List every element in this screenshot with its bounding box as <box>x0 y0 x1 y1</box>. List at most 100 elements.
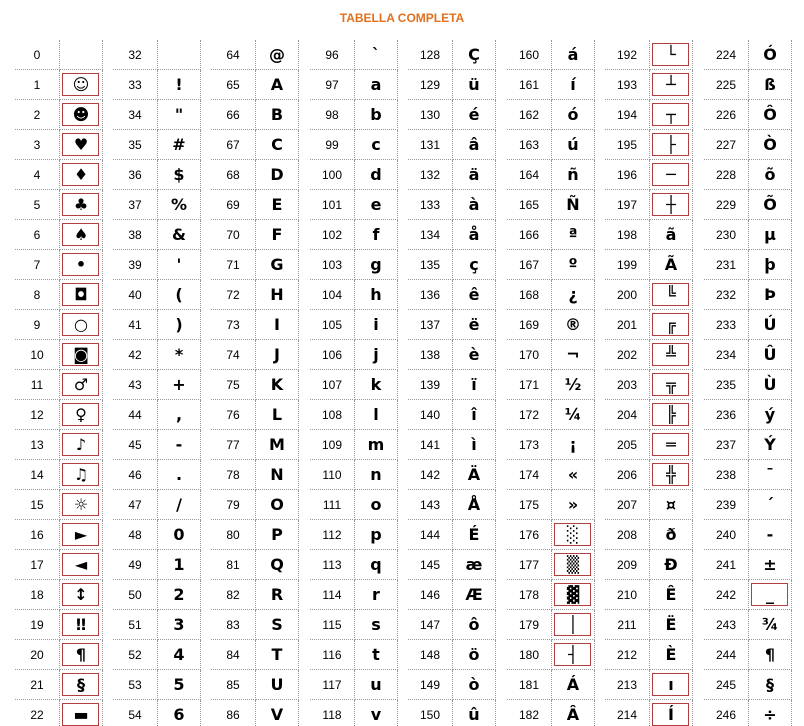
char-cell: _ <box>749 580 792 610</box>
char: M <box>269 435 285 454</box>
code-cell: 210 <box>605 580 650 610</box>
char-cell: ▓ <box>552 580 595 610</box>
code-cell: 169 <box>507 310 552 340</box>
char: ¶ <box>75 645 87 664</box>
char-box <box>62 403 99 426</box>
code-cell: 7 <box>15 250 60 280</box>
char: « <box>567 465 579 484</box>
char-cell: u <box>355 670 398 700</box>
char-box <box>62 613 99 636</box>
char: n <box>370 465 382 484</box>
code-cell: 194 <box>605 100 650 130</box>
code-cell: 47 <box>113 490 158 520</box>
char-cell: ► <box>60 520 103 550</box>
char-cell: ╦ <box>650 370 693 400</box>
char-cell: 2 <box>158 580 201 610</box>
char: ♫ <box>73 465 89 484</box>
char: S <box>271 615 283 634</box>
char-cell <box>158 40 201 70</box>
code-cell: 144 <box>408 520 453 550</box>
char-cell: 3 <box>158 610 201 640</box>
code-cell: 214 <box>605 700 650 726</box>
code-cell: 70 <box>211 220 256 250</box>
char-cell: ç <box>453 250 496 280</box>
char: $ <box>173 165 185 184</box>
char: c <box>371 135 381 154</box>
char-cell: ä <box>453 160 496 190</box>
char: p <box>370 525 382 544</box>
char-cell: . <box>158 460 201 490</box>
char: ○ <box>74 315 88 334</box>
char-cell: Ê <box>650 580 693 610</box>
char: Å <box>467 495 481 514</box>
char-cell: ô <box>453 610 496 640</box>
char-cell: ¾ <box>749 610 792 640</box>
char-cell: ╩ <box>650 340 693 370</box>
code-cell: 129 <box>408 70 453 100</box>
code-cell: 10 <box>15 340 60 370</box>
char: ä <box>468 165 480 184</box>
char: ┴ <box>666 75 676 94</box>
code-cell: 241 <box>704 550 749 580</box>
code-cell: 173 <box>507 430 552 460</box>
char-cell: k <box>355 370 398 400</box>
char-cell: Ç <box>453 40 496 70</box>
char-cell: é <box>453 100 496 130</box>
code-cell: 209 <box>605 550 650 580</box>
code-cell: 139 <box>408 370 453 400</box>
code-cell: 82 <box>211 580 256 610</box>
char: g <box>370 255 382 274</box>
char: V <box>270 705 284 724</box>
char-cell: g <box>355 250 398 280</box>
char-box <box>652 103 689 126</box>
char-cell: á <box>552 40 595 70</box>
code-cell: 212 <box>605 640 650 670</box>
code-cell: 171 <box>507 370 552 400</box>
char-cell: è <box>453 340 496 370</box>
char-cell: L <box>256 400 299 430</box>
char: ¯ <box>766 465 774 484</box>
code-cell: 42 <box>113 340 158 370</box>
char: ¼ <box>564 405 582 424</box>
char: F <box>271 225 283 244</box>
char-cell: o <box>355 490 398 520</box>
char: Û <box>763 345 777 364</box>
code-cell: 205 <box>605 430 650 460</box>
code-cell: 100 <box>310 160 355 190</box>
code-cell: 17 <box>15 550 60 580</box>
code-cell: 51 <box>113 610 158 640</box>
code-cell: 115 <box>310 610 355 640</box>
code-cell: 41 <box>113 310 158 340</box>
code-cell: 76 <box>211 400 256 430</box>
char: þ <box>764 255 776 274</box>
char-box <box>62 133 99 156</box>
char-cell: ± <box>749 550 792 580</box>
char: ¾ <box>761 615 779 634</box>
char-cell: » <box>552 490 595 520</box>
char-cell: r <box>355 580 398 610</box>
char: 5 <box>173 675 185 694</box>
code-cell: 161 <box>507 70 552 100</box>
code-cell: 39 <box>113 250 158 280</box>
char: e <box>370 195 382 214</box>
char: º <box>568 255 578 274</box>
char-box <box>554 613 591 636</box>
char: ç <box>469 255 479 274</box>
char: § <box>77 675 85 694</box>
code-cell: 197 <box>605 190 650 220</box>
code-cell: 112 <box>310 520 355 550</box>
char-cell: ¼ <box>552 400 595 430</box>
char: 1 <box>173 555 185 574</box>
char-box <box>62 553 99 576</box>
char: ê <box>468 285 480 304</box>
char-cell: å <box>453 220 496 250</box>
char: t <box>372 645 380 664</box>
char: ü <box>468 75 480 94</box>
char: - <box>766 525 774 544</box>
char: Ú <box>763 315 777 334</box>
char: K <box>270 375 284 394</box>
code-cell: 12 <box>15 400 60 430</box>
char: * <box>174 345 184 364</box>
char: ¡ <box>569 435 577 454</box>
char: Þ <box>764 285 776 304</box>
